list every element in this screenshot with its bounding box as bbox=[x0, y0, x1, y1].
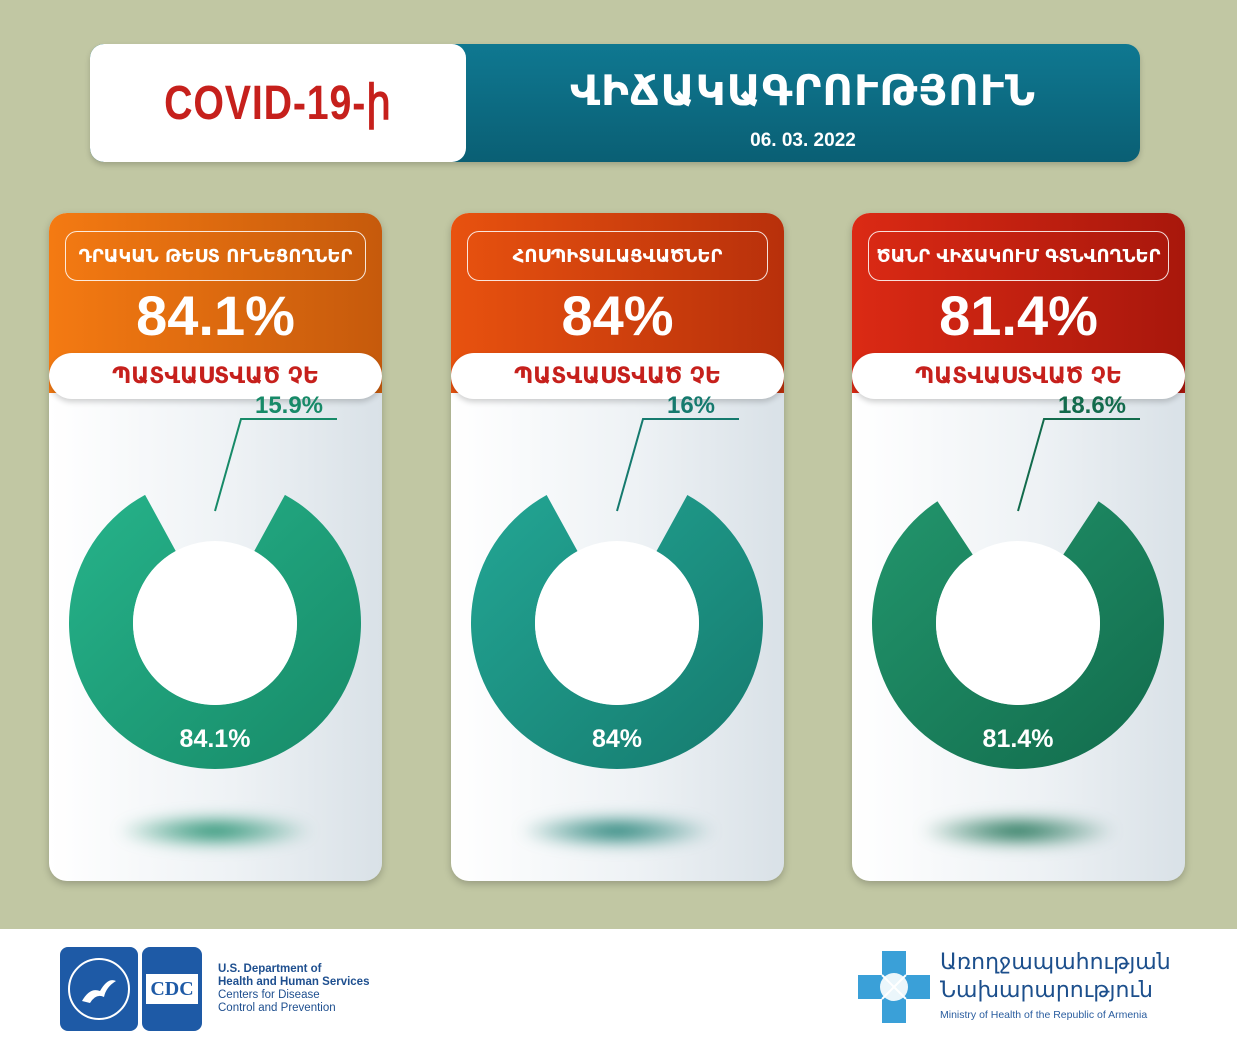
header-title: COVID-19-ի bbox=[164, 77, 392, 130]
stat-card-critical: ԾԱՆՐ ՎԻՃԱԿՈՒՄ ԳՏՆՎՈՂՆԵՐ 81.4% ՊԱՏՎԱՍՏՎԱԾ… bbox=[852, 213, 1185, 881]
ministry-name-line-1: Առողջապահության bbox=[940, 950, 1171, 975]
header-title-panel bbox=[90, 44, 466, 162]
card-pill-label: ՊԱՏՎԱՍՏՎԱԾ ՉԵ bbox=[49, 353, 382, 399]
callout-leader-line bbox=[214, 418, 337, 512]
donut-value-label: 84.1% bbox=[180, 725, 251, 753]
donut-hole bbox=[535, 541, 699, 705]
donut-chart: 84% 16% bbox=[470, 393, 763, 769]
donut-gap-label: 18.6% bbox=[1058, 393, 1126, 419]
hhs-line-4: Control and Prevention bbox=[218, 1002, 336, 1014]
cdc-logo-text: CDC bbox=[146, 974, 198, 1004]
donut-shadow bbox=[918, 813, 1118, 849]
stat-card-positive-tests: ԴՐԱԿԱՆ ԹԵՍՏ ՈՒՆԵՑՈՂՆԵՐ 84.1% ՊԱՏՎԱՍՏՎԱԾ … bbox=[49, 213, 382, 881]
header-subtitle: ՎԻՃԱԿԱԳՐՈՒԹՅՈՒՆ bbox=[569, 66, 1037, 115]
callout-leader-line bbox=[616, 418, 739, 512]
card-label: ՀՈՍՊԻՏԱԼԱՑՎԱԾՆԵՐ bbox=[467, 231, 768, 281]
header-banner: COVID-19-ի ՎԻՃԱԿԱԳՐՈՒԹՅՈՒՆ 06. 03. 2022 bbox=[90, 44, 1140, 162]
donut-chart: 81.4% 18.6% bbox=[872, 393, 1164, 769]
ministry-cross-logo bbox=[858, 951, 930, 1023]
card-label: ԴՐԱԿԱՆ ԹԵՍՏ ՈՒՆԵՑՈՂՆԵՐ bbox=[65, 231, 366, 281]
ministry-name-line-2: Նախարարություն bbox=[940, 978, 1153, 1003]
hhs-seal-logo bbox=[60, 947, 138, 1031]
card-pill-label: ՊԱՏՎԱՍՏՎԱԾ ՉԵ bbox=[451, 353, 784, 399]
donut-segment-unvaccinated bbox=[69, 494, 361, 769]
callout-leader-line bbox=[1017, 418, 1140, 512]
donut-segment-unvaccinated bbox=[872, 501, 1164, 769]
donut-hole bbox=[133, 541, 297, 705]
stat-card-hospitalized: ՀՈՍՊԻՏԱԼԱՑՎԱԾՆԵՐ 84% ՊԱՏՎԱՍՏՎԱԾ ՉԵ 84% 16… bbox=[451, 213, 784, 881]
donut-hole bbox=[936, 541, 1100, 705]
card-big-value: 81.4% bbox=[939, 284, 1098, 347]
cdc-logo: CDC bbox=[142, 947, 202, 1031]
card-big-value: 84.1% bbox=[136, 284, 295, 347]
ministry-text: Առողջապահության Նախարարություն Ministry … bbox=[940, 949, 1171, 1021]
donut-shadow bbox=[115, 813, 315, 849]
donut-shadow bbox=[517, 813, 717, 849]
card-pill-label: ՊԱՏՎԱՍՏՎԱԾ ՉԵ bbox=[852, 353, 1185, 399]
card-big-value: 84% bbox=[561, 284, 674, 347]
hhs-text: U.S. Department of Health and Human Serv… bbox=[218, 963, 369, 1015]
hhs-line-3: Centers for Disease bbox=[218, 989, 320, 1001]
footer: CDC U.S. Department of Health and Human … bbox=[0, 929, 1237, 1046]
hhs-line-1: U.S. Department of bbox=[218, 963, 322, 975]
donut-chart: 84.1% 15.9% bbox=[69, 393, 361, 769]
header-date: 06. 03. 2022 bbox=[750, 130, 856, 151]
donut-gap-label: 15.9% bbox=[255, 393, 323, 419]
donut-value-label: 81.4% bbox=[983, 725, 1054, 753]
card-label: ԾԱՆՐ ՎԻՃԱԿՈՒՄ ԳՏՆՎՈՂՆԵՐ bbox=[868, 231, 1169, 281]
donut-segment-unvaccinated bbox=[470, 495, 763, 769]
donut-value-label: 84% bbox=[592, 725, 642, 753]
ministry-name-english: Ministry of Health of the Republic of Ar… bbox=[940, 1009, 1148, 1021]
donut-gap-label: 16% bbox=[667, 393, 715, 419]
hhs-line-2: Health and Human Services bbox=[218, 976, 370, 988]
